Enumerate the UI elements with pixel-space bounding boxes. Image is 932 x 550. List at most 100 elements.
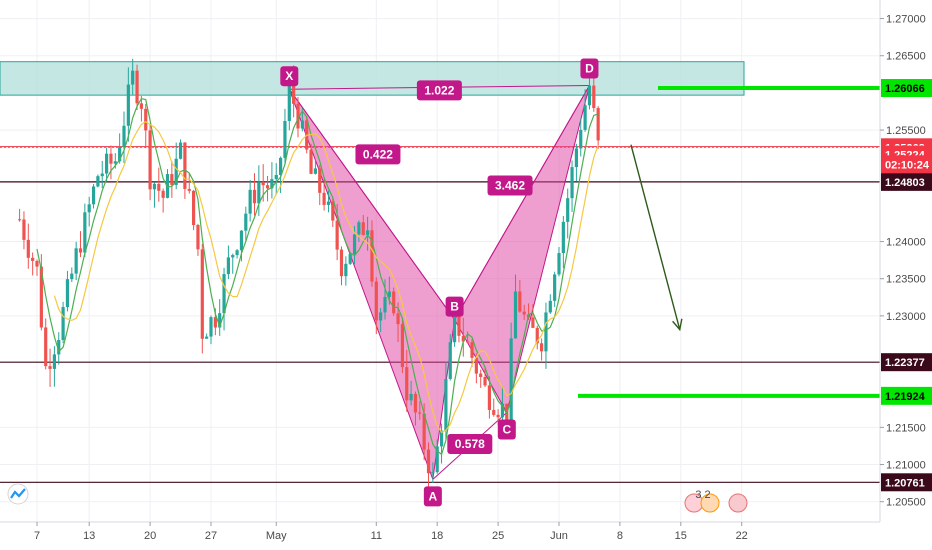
candle-body [87,204,91,213]
candle-body [492,410,496,415]
time-tick-label: 18 [431,530,443,542]
candle-body [383,296,387,313]
candle-body [418,412,422,414]
candle-body [178,142,183,159]
level-price-tag: 1.22377 [885,357,925,369]
candle-body [518,291,522,312]
candle-body [283,121,287,158]
candle-body [461,335,465,342]
candle-body [405,367,409,401]
candle-body [61,307,65,340]
candle-body [35,260,39,267]
candle-body [274,174,278,180]
candle-body [422,413,426,450]
candle-body [426,449,431,474]
candle-body [265,185,270,189]
candle-body [479,373,483,377]
candle-body [152,183,157,190]
candle-body [126,84,130,126]
candle-body [218,313,222,328]
candle-body [139,103,143,109]
price-tick-label: 1.20500 [886,497,926,509]
candle-body [109,153,113,164]
candle-body [413,393,418,413]
price-candles [18,58,600,489]
bat-harmonic-pattern [288,84,590,480]
candle-body [48,366,52,369]
target-price-tag-box [881,79,932,97]
candle-body [431,472,435,474]
candle-body [113,161,117,164]
pattern-line-bd [454,85,590,320]
ratio-bd-box [487,175,533,196]
candle-body [39,266,43,328]
candle-body [387,291,391,297]
moving-average-fast [36,97,599,456]
candle-body [574,148,578,168]
candle-body [296,103,300,129]
candle-body [105,153,109,174]
candle-body [335,220,339,250]
candle-body [222,274,226,314]
pattern-line-xb [288,88,456,320]
candle-body [361,222,365,235]
time-tick-label: 27 [205,530,217,542]
news-icon-us [700,493,720,513]
candle-body [596,107,600,141]
candle-body [448,342,452,379]
candle-body [213,317,217,328]
projection-arrow-shaft [630,144,681,330]
price-tick-label: 1.21500 [886,422,926,434]
candle-body [57,339,61,355]
candle-body [400,324,404,368]
candle-body [379,312,383,321]
time-tick-label: 13 [83,530,95,542]
candle-body [257,182,261,204]
candle-body [161,190,165,198]
candle-body [339,249,344,277]
candle-body [261,182,265,186]
time-tick-label: 22 [736,530,748,542]
candle-body [279,157,283,175]
time-tick-label: May [266,530,287,542]
candle-body [226,257,230,275]
pattern-point-c-box [497,419,516,440]
candle-body [174,158,178,185]
time-tick-label: 11 [371,530,382,542]
candle-body [96,176,100,187]
time-tick-label: 25 [492,530,504,542]
candle-body [313,168,317,174]
moving-average-slow [53,121,599,434]
candle-body [357,222,361,235]
pattern-point-b: B [450,300,459,314]
candle-body [439,430,444,447]
candle-body [292,81,296,104]
candle-body [509,338,513,423]
candle-body [144,108,148,131]
ratio-xb-box [355,144,401,165]
candle-body [70,273,74,280]
time-tick-label: 20 [144,530,156,542]
candle-body [187,188,191,191]
price-tick-label: 1.21000 [886,460,926,472]
ratio-xd-box [416,80,462,101]
candle-body [496,414,500,418]
news-icon-uk [728,493,748,513]
target-price-tag-box [881,386,932,405]
candle-body [331,201,335,221]
candle-body [548,300,552,313]
level-price-tag: 1.24803 [885,177,925,189]
level-price-tag-box [881,172,932,191]
candle-body [587,85,592,106]
price-axis-ticks: 1.27000 1.26500 1.25500 1.24000 1.23500 1.230… [879,0,926,522]
level-price-tag-box [881,353,932,372]
candle-body [287,81,291,122]
candle-body [566,198,570,222]
candle-body [118,147,122,162]
candle-body [78,248,83,253]
news-count-label: 3 2 [695,489,710,501]
candle-body [583,105,587,130]
candle-body [170,174,174,185]
candle-body [270,179,274,189]
